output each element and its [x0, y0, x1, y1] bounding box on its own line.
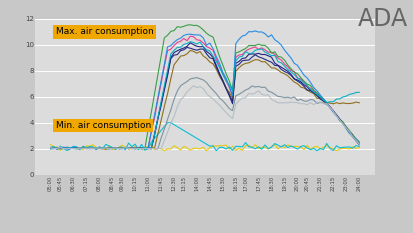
Text: ADA: ADA — [357, 7, 407, 31]
Text: Max. air consumption: Max. air consumption — [55, 27, 153, 36]
Text: Min. air consumption: Min. air consumption — [55, 121, 150, 130]
